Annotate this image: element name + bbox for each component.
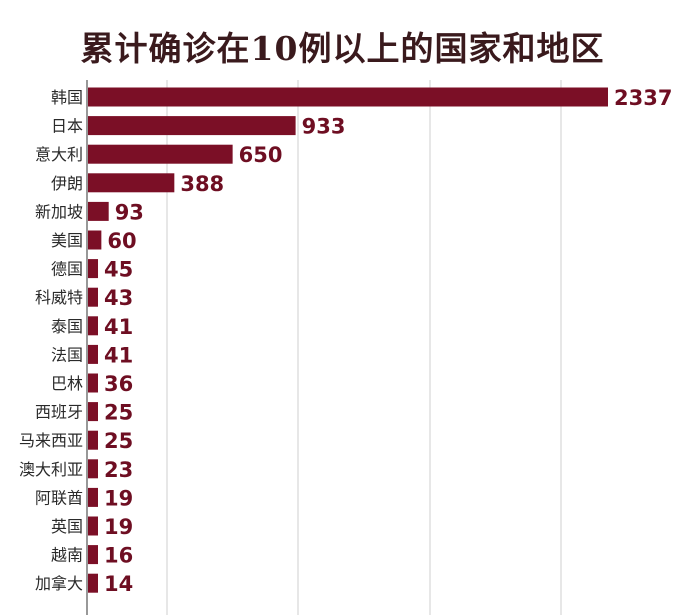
bar bbox=[88, 87, 608, 107]
category-label: 德国 bbox=[51, 260, 83, 279]
value-label: 25 bbox=[104, 401, 133, 425]
bar bbox=[88, 573, 98, 593]
value-label: 933 bbox=[302, 115, 346, 139]
bar bbox=[88, 173, 175, 193]
bar bbox=[88, 287, 98, 307]
chart-title: 累计确诊在10例以上的国家和地区 bbox=[80, 29, 605, 68]
category-label: 伊朗 bbox=[51, 174, 83, 193]
category-label: 法国 bbox=[51, 345, 83, 364]
bar bbox=[88, 459, 98, 479]
value-label: 25 bbox=[104, 429, 133, 453]
category-label: 加拿大 bbox=[35, 574, 83, 593]
value-label: 41 bbox=[104, 343, 133, 367]
category-label: 英国 bbox=[51, 517, 83, 536]
bar bbox=[88, 430, 98, 450]
bar bbox=[88, 545, 98, 565]
value-label: 14 bbox=[104, 572, 133, 596]
value-label: 19 bbox=[104, 515, 133, 539]
bar bbox=[88, 116, 296, 136]
value-label: 41 bbox=[104, 315, 133, 339]
category-label: 泰国 bbox=[51, 317, 83, 336]
bar bbox=[88, 144, 233, 164]
category-label: 日本 bbox=[51, 117, 83, 136]
value-label: 43 bbox=[104, 286, 133, 310]
value-label: 93 bbox=[115, 200, 144, 224]
bar bbox=[88, 201, 109, 221]
bar bbox=[88, 402, 98, 422]
category-label: 意大利 bbox=[35, 145, 83, 164]
value-label: 2337 bbox=[614, 86, 672, 110]
value-label: 650 bbox=[239, 143, 283, 167]
value-label: 23 bbox=[104, 458, 133, 482]
category-label: 马来西亚 bbox=[19, 431, 83, 450]
category-label: 越南 bbox=[51, 546, 83, 565]
value-label: 388 bbox=[180, 172, 224, 196]
bar bbox=[88, 230, 102, 250]
value-label: 60 bbox=[107, 229, 136, 253]
category-label: 澳大利亚 bbox=[19, 460, 83, 479]
value-label: 16 bbox=[104, 544, 133, 568]
category-label: 韩国 bbox=[51, 88, 83, 107]
bar bbox=[88, 259, 99, 279]
bar bbox=[88, 344, 98, 364]
category-label: 科威特 bbox=[35, 288, 83, 307]
category-label: 新加坡 bbox=[35, 202, 83, 221]
value-label: 19 bbox=[104, 486, 133, 510]
category-label: 巴林 bbox=[51, 374, 83, 393]
bar bbox=[88, 516, 98, 536]
category-label: 美国 bbox=[51, 231, 83, 250]
category-label: 阿联酋 bbox=[35, 488, 83, 507]
bar bbox=[88, 487, 98, 507]
bar bbox=[88, 316, 98, 336]
value-label: 36 bbox=[104, 372, 133, 396]
value-label: 45 bbox=[104, 258, 133, 282]
category-label: 西班牙 bbox=[35, 403, 83, 422]
bar bbox=[88, 373, 98, 393]
